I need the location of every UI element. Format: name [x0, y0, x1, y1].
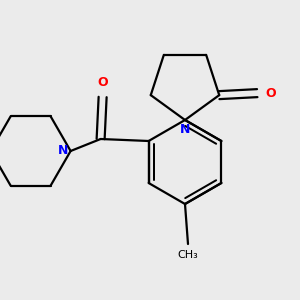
Text: O: O: [97, 76, 108, 89]
Text: CH₃: CH₃: [178, 250, 198, 260]
Text: N: N: [58, 145, 69, 158]
Text: O: O: [265, 87, 276, 100]
Text: N: N: [180, 123, 190, 136]
